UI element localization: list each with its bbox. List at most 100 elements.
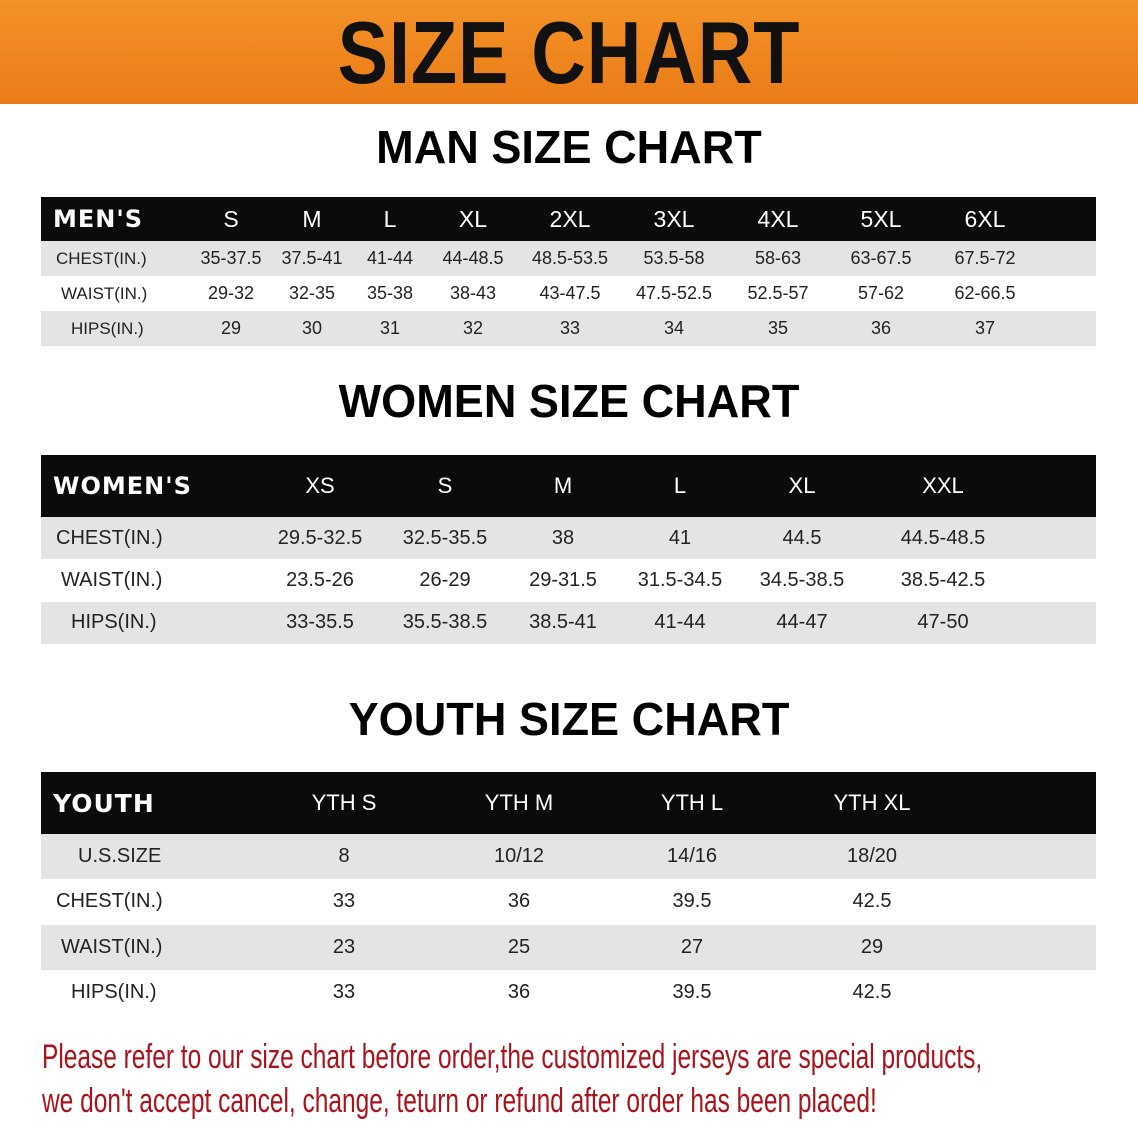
table-cell: 10/12: [493, 845, 545, 868]
size-header-6xl: 6XL: [964, 205, 1006, 232]
row-label: CHEST(IN.): [56, 890, 163, 913]
table-row: WAIST(IN.) 23 25 27 29: [41, 924, 1096, 970]
size-header-xs: XS: [305, 473, 335, 498]
youth-header-row: YOUTH YTH S YTH M YTH L YTH XL: [41, 772, 1096, 834]
size-header-yth-s: YTH S: [311, 790, 377, 815]
size-header-s: S: [223, 205, 239, 232]
table-cell: 35-37.5: [200, 248, 262, 268]
size-header-m: M: [553, 473, 573, 498]
table-cell: 57-62: [857, 283, 905, 303]
row-label: U.S.SIZE: [78, 845, 162, 868]
size-header-3xl: 3XL: [653, 205, 695, 232]
table-cell: 63-67.5: [850, 248, 912, 268]
table-cell: 33-35.5: [286, 611, 354, 634]
table-cell: 44-47: [776, 611, 828, 634]
table-cell: 42.5: [852, 981, 892, 1004]
size-header-m: M: [302, 205, 322, 232]
table-cell: 37: [974, 318, 996, 338]
table-cell: 62-66.5: [954, 283, 1016, 303]
men-section-title: MAN SIZE CHART: [376, 121, 762, 173]
women-section-title: WOMEN SIZE CHART: [338, 375, 800, 427]
table-cell: 29-32: [207, 283, 255, 303]
table-row: HIPS(IN.) 33-35.5 35.5-38.5 38.5-41 41-44 44-…: [41, 601, 1096, 644]
table-cell: 47.5-52.5: [635, 283, 713, 303]
notice-line-2: we don't accept cancel, change, teturn o…: [42, 1082, 877, 1120]
size-header-s: S: [437, 473, 453, 498]
row-label: WAIST(IN.): [61, 568, 163, 591]
youth-section-title: YOUTH SIZE CHART: [348, 693, 790, 745]
size-header-5xl: 5XL: [860, 205, 902, 232]
table-cell: 8: [338, 845, 350, 868]
size-header-yth-xl: YTH XL: [833, 790, 911, 815]
table-cell: 38.5-42.5: [900, 568, 986, 591]
men-header-label: MEN'S: [53, 205, 143, 233]
table-cell: 36: [507, 981, 531, 1004]
table-row: WAIST(IN.) 29-32 32-35 35-38 38-43 43-47.5 47.…: [41, 276, 1096, 311]
table-cell: 35.5-38.5: [402, 611, 488, 634]
table-cell: 43-47.5: [539, 283, 601, 303]
banner: SIZE CHART: [0, 0, 1138, 104]
table-cell: 67.5-72: [954, 248, 1016, 268]
size-header-xl: XL: [788, 473, 816, 498]
table-cell: 48.5-53.5: [531, 248, 609, 268]
youth-size-table: YOUTH YTH S YTH M YTH L YTH XL U.S.SIZE 8 10/12…: [41, 772, 1096, 1016]
table-cell: 33: [559, 318, 581, 338]
banner-title: SIZE CHART: [337, 3, 801, 102]
table-cell: 39.5: [672, 981, 712, 1004]
table-row: CHEST(IN.) 35-37.5 37.5-41 41-44 44-48.5 48.5…: [41, 241, 1096, 276]
women-header-row: WOMEN'S XS S M L XL XXL: [41, 455, 1096, 517]
table-cell: 27: [680, 935, 704, 958]
table-cell: 31.5-34.5: [637, 568, 723, 591]
row-label: HIPS(IN.): [71, 611, 157, 634]
table-cell: 44.5-48.5: [900, 526, 986, 549]
table-cell: 29-31.5: [529, 568, 597, 591]
table-row: U.S.SIZE 8 10/12 14/16 18/20: [41, 834, 1096, 880]
table-row: WAIST(IN.) 23.5-26 26-29 29-31.5 31.5-34.5 34…: [41, 559, 1096, 602]
table-row: HIPS(IN.) 33 36 39.5 42.5: [41, 969, 1096, 1016]
table-cell: 39.5: [672, 890, 712, 913]
table-cell: 26-29: [419, 568, 471, 591]
table-cell: 35: [767, 318, 789, 338]
table-cell: 53.5-58: [643, 248, 705, 268]
table-cell: 33: [332, 981, 356, 1004]
table-cell: 31: [379, 318, 401, 338]
table-row: HIPS(IN.) 29 30 31 32 33 34 35 36 37: [41, 311, 1096, 346]
table-cell: 32-35: [288, 283, 336, 303]
size-header-xl: XL: [458, 205, 488, 232]
row-label: HIPS(IN.): [71, 981, 157, 1004]
table-cell: 18/20: [846, 845, 898, 868]
size-header-2xl: 2XL: [549, 205, 591, 232]
table-cell: 34.5-38.5: [759, 568, 845, 591]
table-cell: 58-63: [754, 248, 802, 268]
men-header-row: MEN'S S M L XL 2XL 3XL 4XL 5XL 6XL: [41, 197, 1096, 241]
table-cell: 23: [332, 935, 356, 958]
women-header-label: WOMEN'S: [53, 472, 192, 500]
table-cell: 38.5-41: [529, 611, 597, 634]
row-label: CHEST(IN.): [56, 248, 147, 268]
table-cell: 44.5: [782, 526, 822, 549]
row-label: HIPS(IN.): [71, 318, 144, 338]
youth-header-label: YOUTH: [53, 788, 155, 818]
table-cell: 38-43: [449, 283, 497, 303]
table-cell: 36: [507, 890, 531, 913]
table-cell: 47-50: [917, 611, 969, 634]
table-cell: 29.5-32.5: [277, 526, 363, 549]
row-label: WAIST(IN.): [61, 935, 163, 958]
table-cell: 34: [663, 318, 685, 338]
table-cell: 14/16: [666, 845, 718, 868]
size-header-l: L: [673, 473, 687, 498]
size-header-yth-m: YTH M: [484, 790, 554, 815]
table-row: CHEST(IN.) 33 36 39.5 42.5: [41, 879, 1096, 925]
table-cell: 35-38: [366, 283, 414, 303]
table-cell: 44-48.5: [442, 248, 504, 268]
table-cell: 42.5: [852, 890, 892, 913]
size-header-l: L: [383, 205, 397, 232]
table-cell: 29: [220, 318, 242, 338]
table-cell: 38: [551, 526, 575, 549]
table-cell: 25: [507, 935, 531, 958]
table-cell: 41-44: [366, 248, 414, 268]
table-cell: 41-44: [654, 611, 706, 634]
table-row: CHEST(IN.) 29.5-32.5 32.5-35.5 38 41 44.5 44.5…: [41, 517, 1096, 560]
size-header-xxl: XXL: [922, 473, 964, 498]
men-size-table: MEN'S S M L XL 2XL 3XL 4XL 5XL 6XL CHEST(IN.) 35-37…: [41, 197, 1096, 346]
